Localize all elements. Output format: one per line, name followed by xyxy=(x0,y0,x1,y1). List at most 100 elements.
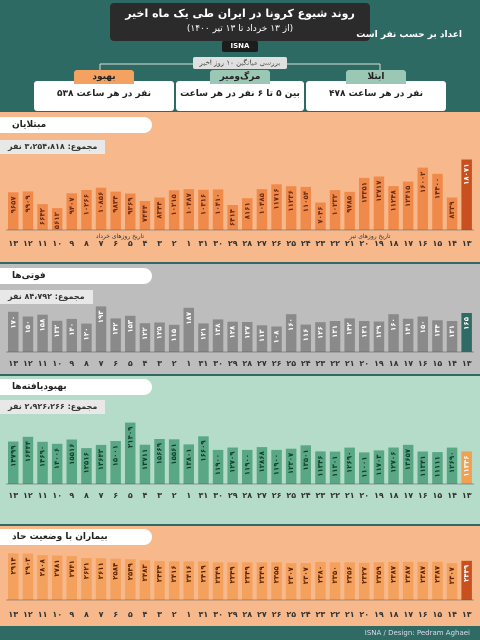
bar-3-6 xyxy=(95,558,107,600)
bar-label-3-11: ۲۴۱۶ xyxy=(170,565,178,582)
total-recovered: مجموع: ۲،۹۲۶،۲۶۶ نفر xyxy=(0,400,106,414)
bar-1-20 xyxy=(300,324,311,352)
bar-3-24 xyxy=(359,562,370,600)
tick-label-3-3: ۱۰ xyxy=(52,610,62,619)
bar-label-3-12: ۲۴۱۶ xyxy=(185,565,193,582)
bar-label-3-17: ۲۳۴۹ xyxy=(258,566,266,584)
tick-label-2-8: ۵ xyxy=(128,491,133,500)
tick-label-1-11: ۲ xyxy=(172,359,177,368)
section-title-recovered: بهبودیافته‌ها xyxy=(0,379,152,395)
bar-3-25 xyxy=(373,562,385,600)
bar-0-25 xyxy=(373,176,385,230)
bar-label-2-24: ۱۱۰۰۱ xyxy=(360,456,368,477)
bar-label-0-30: ۸۳۳۹ xyxy=(448,201,456,219)
tick-label-3-7: ۶ xyxy=(113,610,118,619)
tick-label-2-24: ۲۰ xyxy=(359,491,369,500)
tick-label-1-20: ۲۴ xyxy=(301,359,311,368)
tick-label-1-17: ۲۷ xyxy=(257,359,267,368)
month-label-khordad: تاریخ روزهای خرداد xyxy=(96,233,144,240)
bar-label-1-16: ۱۲۷ xyxy=(243,325,251,339)
tick-label-3-20: ۲۴ xyxy=(301,610,311,619)
bar-0-26 xyxy=(388,186,399,230)
tick-label-3-5: ۸ xyxy=(84,610,89,619)
bar-label-2-6: ۱۳۶۴۳ xyxy=(97,448,105,470)
card-infections: ابتلا ۴۷۸ نفر در هر ساعت xyxy=(306,70,446,111)
bar-label-0-15: ۶۴۱۴ xyxy=(229,208,237,226)
bar-0-27 xyxy=(402,181,414,230)
bar-3-19 xyxy=(285,563,297,600)
bar-label-0-31: ۱۸۰۷۱ xyxy=(463,164,471,185)
bar-0-31 xyxy=(461,159,472,230)
title-box: روند شیوع کرونا در ایران طی یک ماه اخیر … xyxy=(110,3,370,41)
tick-label-3-25: ۱۹ xyxy=(374,610,384,619)
header-panel: روند شیوع کرونا در ایران طی یک ماه اخیر … xyxy=(0,0,480,112)
tick-label-1-1: ۱۲ xyxy=(23,359,33,368)
tick-label-2-6: ۷ xyxy=(99,491,104,500)
bar-1-30 xyxy=(446,321,458,352)
bar-label-2-5: ۱۲۵۱۶ xyxy=(82,452,90,473)
tick-label-3-0: ۱۳ xyxy=(8,610,18,619)
tick-label-1-9: ۴ xyxy=(142,359,147,368)
bar-label-3-0: ۲۹۱۴ xyxy=(9,557,17,575)
tick-label-3-19: ۲۵ xyxy=(286,610,296,619)
tick-label-0-19: ۲۵ xyxy=(286,239,296,248)
bar-1-9 xyxy=(139,323,151,352)
bar-3-10 xyxy=(154,561,165,600)
bar-3-15 xyxy=(227,562,238,600)
bar-2-6 xyxy=(95,444,107,484)
tick-label-3-4: ۹ xyxy=(69,610,74,619)
tick-label-3-14: ۳۰ xyxy=(213,610,223,619)
bar-label-0-24: ۱۳۳۵۱ xyxy=(360,182,368,203)
bar-label-0-2: ۶۶۴۲ xyxy=(39,207,47,225)
tick-label-3-8: ۵ xyxy=(128,610,133,619)
tick-label-2-19: ۲۵ xyxy=(286,491,296,500)
bar-label-2-23: ۱۲۶۹۰ xyxy=(346,452,354,473)
bar-label-0-5: ۱۰۲۶۶ xyxy=(82,194,90,215)
bar-label-3-22: ۲۳۵۰ xyxy=(331,566,339,583)
agency-badge: ISNA xyxy=(222,41,258,52)
bar-0-0 xyxy=(8,192,19,230)
bar-label-1-4: ۱۴۰ xyxy=(68,323,76,336)
bar-0-8 xyxy=(125,193,136,230)
bar-2-14 xyxy=(212,449,224,484)
tick-label-1-24: ۲۰ xyxy=(359,359,369,368)
tick-label-3-11: ۲ xyxy=(172,610,177,619)
bar-1-13 xyxy=(198,323,209,352)
bar-label-1-23: ۱۴۲ xyxy=(346,322,354,336)
tick-label-0-17: ۲۷ xyxy=(257,239,267,248)
bar-2-31 xyxy=(461,451,472,484)
page-subtitle: (از ۱۳ خرداد تا ۱۳ تیر ۱۴۰۰) xyxy=(186,24,294,34)
tick-label-0-11: ۲ xyxy=(172,239,177,248)
tick-label-2-29: ۱۵ xyxy=(433,491,443,500)
tick-label-3-9: ۴ xyxy=(142,610,147,619)
bar-0-2 xyxy=(37,204,48,230)
bar-0-6 xyxy=(95,187,107,230)
tick-label-2-16: ۲۸ xyxy=(242,491,252,500)
bar-label-1-5: ۱۲۰ xyxy=(82,328,90,341)
bar-0-4 xyxy=(66,193,77,230)
tick-label-0-8: ۵ xyxy=(128,239,133,248)
bar-label-3-31: ۲۴۴۹ xyxy=(463,564,471,582)
tick-label-0-10: ۳ xyxy=(157,239,162,248)
tick-label-1-31: ۱۳ xyxy=(462,359,472,368)
tick-label-2-13: ۳۱ xyxy=(199,491,209,500)
section-title-infected: مبتلایان xyxy=(0,117,152,133)
tick-label-3-31: ۱۳ xyxy=(462,610,472,619)
tick-label-1-10: ۳ xyxy=(157,359,162,368)
bar-label-0-26: ۱۱۲۴۸ xyxy=(390,189,398,211)
bar-2-29 xyxy=(432,452,443,484)
tick-label-1-3: ۱۰ xyxy=(52,359,62,368)
bar-label-3-23: ۲۳۵۶ xyxy=(346,566,354,583)
bar-label-2-4: ۱۵۵۱۶ xyxy=(68,444,76,465)
tick-label-1-22: ۲۲ xyxy=(330,359,340,368)
bar-label-1-18: ۱۰۸ xyxy=(273,330,281,344)
bar-0-16 xyxy=(242,198,253,230)
tick-label-1-4: ۹ xyxy=(69,359,74,368)
bar-1-26 xyxy=(388,314,399,352)
tick-label-2-7: ۶ xyxy=(113,491,118,500)
tick-label-0-4: ۹ xyxy=(69,239,74,248)
bar-0-28 xyxy=(417,167,428,230)
tick-label-2-18: ۲۶ xyxy=(272,491,282,500)
bar-1-23 xyxy=(344,318,355,352)
section-title-critical: بیماران با وضعیت حاد xyxy=(0,529,152,545)
